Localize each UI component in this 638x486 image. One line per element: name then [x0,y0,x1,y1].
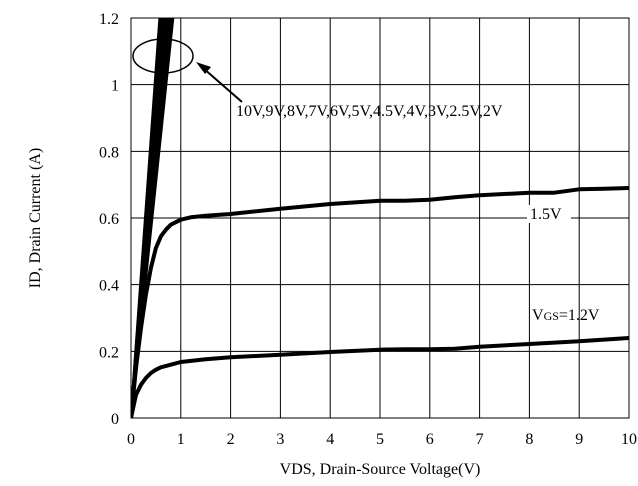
x-axis-title: VDS, Drain-Source Voltage(V) [280,461,481,478]
label-15v: 1.5V [530,206,562,223]
x-tick-labels: 0 1 2 3 4 5 6 7 8 9 10 [127,431,637,448]
y-tick-label: 1 [111,78,119,95]
y-tick-label: 0.4 [99,278,119,295]
x-tick-label: 8 [525,431,533,448]
series-line-1-5v [131,186,629,418]
y-tick-label: 0 [111,411,119,428]
group-label: 10V,9V,8V,7V,6V,5V,4.5V,4V,3V,2.5V,2V [236,103,503,120]
group-pointer-arrow [202,67,243,103]
label-vgs-sub: GS [544,309,559,323]
label-vgs-suffix: =1.2V [559,307,600,324]
x-tick-label: 10 [621,431,637,448]
x-tick-label: 6 [426,431,434,448]
group-highlight-ellipse [132,38,194,74]
x-tick-label: 5 [376,431,384,448]
group-pointer-arrowhead [196,62,211,74]
y-tick-label: 1.2 [99,11,119,28]
x-tick-label: 4 [326,431,334,448]
series-line-vgs-1-2v [131,336,629,418]
x-tick-label: 3 [276,431,284,448]
x-tick-label: 2 [227,431,235,448]
label-vgs-prefix: V [532,307,544,324]
y-tick-labels: 0 0.2 0.4 0.6 0.8 1 1.2 [99,11,119,428]
x-tick-label: 0 [127,431,135,448]
y-axis-title: ID, Drain Current (A) [27,148,44,288]
y-tick-label: 0.6 [99,211,119,228]
label-vgs-12v: VGS=1.2V [532,307,600,324]
x-tick-label: 7 [476,431,484,448]
x-tick-label: 9 [575,431,583,448]
x-tick-label: 1 [177,431,185,448]
label-15-bg [527,205,571,223]
y-tick-label: 0.2 [99,344,119,361]
curve-group [131,18,629,418]
plot-frame [130,17,630,419]
y-tick-label: 0.8 [99,144,119,161]
